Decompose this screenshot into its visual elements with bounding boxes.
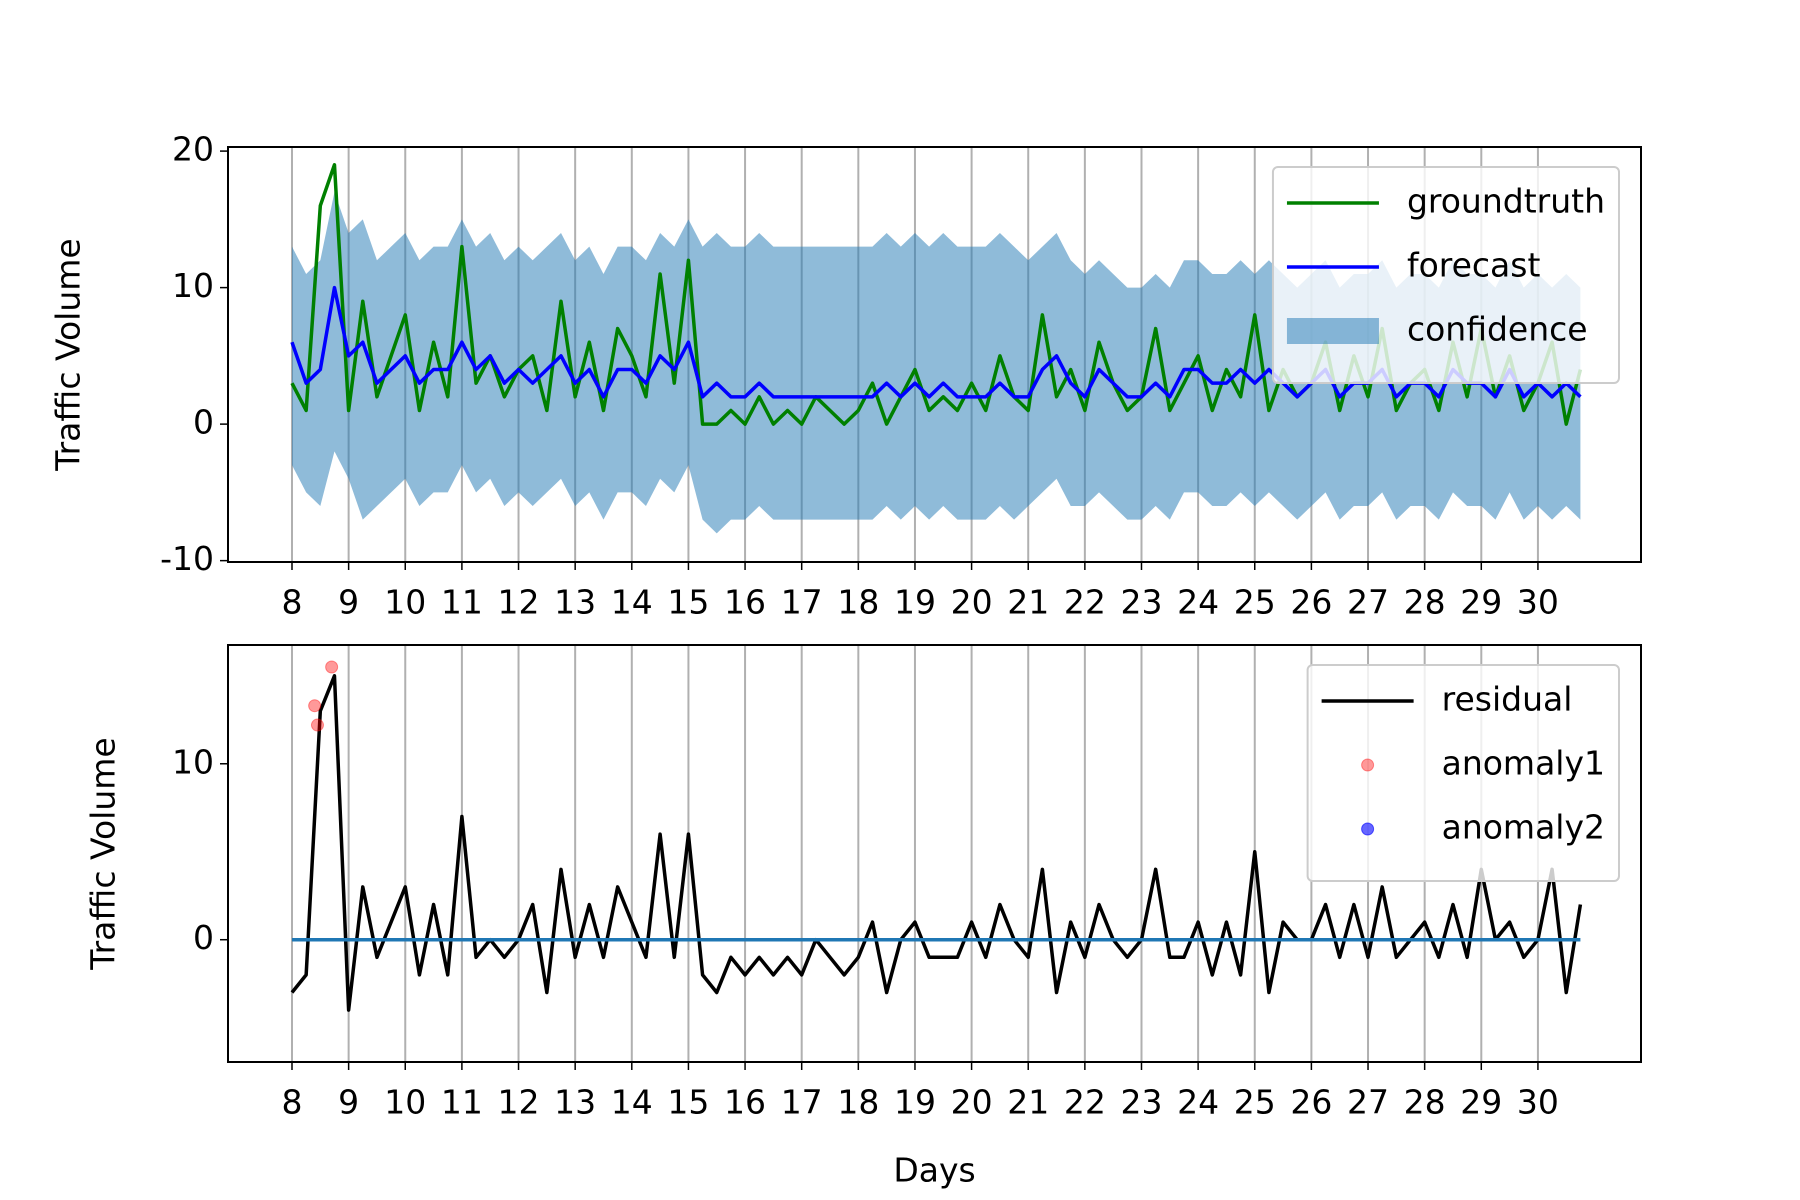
x-tick-label: 24 xyxy=(1177,1083,1219,1122)
subplot: 8 9 10 11 12 13 14 15 16 17 18 19 20 21 22 23 24 25 26 27 28… xyxy=(49,130,1642,622)
x-tick-label: 21 xyxy=(1007,583,1049,622)
y-tick-label: 0 xyxy=(193,918,214,957)
x-tick-label: 13 xyxy=(554,583,596,622)
subplot: 8 9 10 11 12 13 14 15 16 17 18 19 20 21 22 23 24 25 26 27 28… xyxy=(84,644,1642,1190)
anomaly-point xyxy=(325,660,339,674)
x-tick-label: 11 xyxy=(441,583,483,622)
x-tick-label: 24 xyxy=(1177,583,1219,622)
axes-frame xyxy=(227,146,1642,563)
x-tick-label: 28 xyxy=(1404,583,1446,622)
x-tick-label: 19 xyxy=(894,1083,936,1122)
x-tick-label: 26 xyxy=(1290,1083,1332,1122)
y-tick-label: 10 xyxy=(172,742,214,781)
x-tick-label: 21 xyxy=(1007,1083,1049,1122)
x-tick-label: 29 xyxy=(1460,1083,1502,1122)
legend-swatch xyxy=(1361,822,1375,836)
x-tick-label: 27 xyxy=(1347,583,1389,622)
x-tick-label: 27 xyxy=(1347,1083,1389,1122)
x-tick-label: 23 xyxy=(1120,583,1162,622)
x-tick-label: 23 xyxy=(1120,1083,1162,1122)
x-tick-label: 25 xyxy=(1234,583,1276,622)
x-tick-label: 22 xyxy=(1064,583,1106,622)
x-tick-label: 28 xyxy=(1404,1083,1446,1122)
x-tick-label: 26 xyxy=(1290,583,1332,622)
legend-item: residual xyxy=(1321,680,1573,719)
x-tick-label: 8 xyxy=(281,583,302,622)
anomaly-point xyxy=(308,699,322,713)
x-tick-label: 19 xyxy=(894,583,936,622)
x-tick-label: 20 xyxy=(951,1083,993,1122)
x-tick-label: 10 xyxy=(384,583,426,622)
legend-label: groundtruth xyxy=(1407,182,1605,221)
x-tick-label: 20 xyxy=(951,583,993,622)
legend-label: forecast xyxy=(1407,246,1541,285)
x-tick-label: 15 xyxy=(667,1083,709,1122)
legend-label: anomaly1 xyxy=(1442,744,1605,783)
legend-item: confidence xyxy=(1286,310,1588,349)
legend-swatch xyxy=(1361,758,1375,772)
confidence-band xyxy=(291,192,1581,534)
axes-frame xyxy=(227,644,1642,1063)
x-tick-label: 9 xyxy=(338,583,359,622)
x-tick-label: 8 xyxy=(281,1083,302,1122)
legend-label: confidence xyxy=(1407,310,1588,349)
line-series xyxy=(290,674,1583,1012)
legend-item: groundtruth xyxy=(1286,182,1605,221)
y-tick-label: 10 xyxy=(172,266,214,305)
y-axis-label: Traffic Volume xyxy=(49,238,88,471)
y-tick-label: 20 xyxy=(172,130,214,169)
legend: groundtruth forecast confidence xyxy=(1271,166,1620,384)
y-tick-label: -10 xyxy=(160,539,214,578)
x-tick-label: 30 xyxy=(1517,1083,1559,1122)
x-tick-label: 14 xyxy=(611,583,653,622)
x-tick-label: 17 xyxy=(781,583,823,622)
legend-item: forecast xyxy=(1286,246,1541,285)
x-tick-label: 9 xyxy=(338,1083,359,1122)
x-tick-label: 11 xyxy=(441,1083,483,1122)
legend-item: anomaly2 xyxy=(1361,808,1605,847)
x-tick-label: 29 xyxy=(1460,583,1502,622)
x-tick-label: 25 xyxy=(1234,1083,1276,1122)
legend-box xyxy=(1306,664,1620,882)
legend-label: residual xyxy=(1442,680,1573,719)
legend-label: anomaly2 xyxy=(1442,808,1605,847)
legend-item: anomaly1 xyxy=(1361,744,1605,783)
line-series xyxy=(290,162,1583,426)
x-tick-label: 18 xyxy=(837,1083,879,1122)
legend: residual anomaly1 anomaly2 xyxy=(1306,664,1620,882)
x-tick-label: 10 xyxy=(384,1083,426,1122)
x-tick-label: 22 xyxy=(1064,1083,1106,1122)
x-tick-label: 16 xyxy=(724,1083,766,1122)
x-tick-label: 18 xyxy=(837,583,879,622)
x-tick-label: 30 xyxy=(1517,583,1559,622)
x-tick-label: 17 xyxy=(781,1083,823,1122)
x-tick-label: 12 xyxy=(498,583,540,622)
x-tick-label: 12 xyxy=(498,1083,540,1122)
x-tick-label: 15 xyxy=(667,583,709,622)
anomaly-point xyxy=(310,718,324,732)
x-tick-label: 16 xyxy=(724,583,766,622)
x-tick-label: 13 xyxy=(554,1083,596,1122)
y-tick-label: 0 xyxy=(193,403,214,442)
x-tick-label: 14 xyxy=(611,1083,653,1122)
legend-swatch xyxy=(1286,318,1379,344)
x-axis-label: Days xyxy=(893,1151,975,1190)
y-axis-label: Traffic Volume xyxy=(84,737,123,970)
